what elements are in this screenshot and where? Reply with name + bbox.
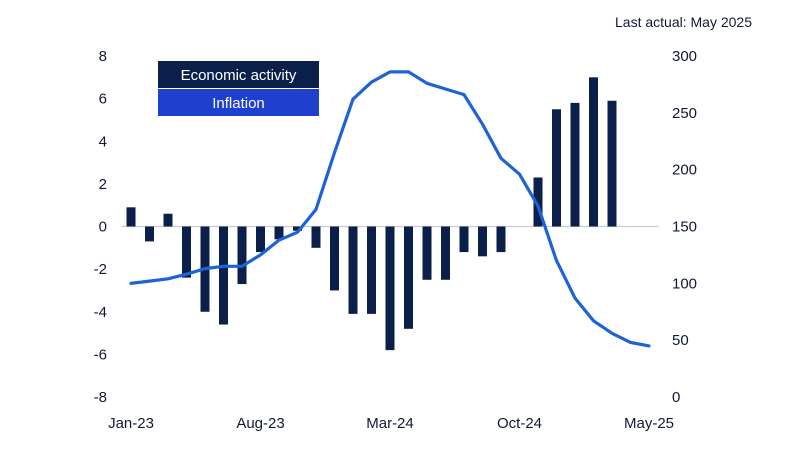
inflation-line <box>129 70 651 348</box>
x-tick-label: Aug-23 <box>236 415 284 432</box>
right-axis-ticks: 0 50 100 150 200 250 300 <box>672 48 697 406</box>
legend-activity-label: Economic activity <box>181 67 297 84</box>
activity-bar-Jun-23 <box>219 226 228 325</box>
left-tick-label: 8 <box>99 48 107 65</box>
left-axis-ticks: -8 -6 -4 -2 0 2 4 6 8 <box>94 48 107 406</box>
left-tick-label: 4 <box>99 133 107 150</box>
right-tick-label: 300 <box>672 48 697 65</box>
activity-bar-Aug-23 <box>256 226 265 253</box>
left-tick-label: 0 <box>99 219 107 236</box>
left-tick-label: -6 <box>94 346 107 363</box>
activity-bar-Jan-23 <box>126 207 136 227</box>
last-actual-note: Last actual: May 2025 <box>615 14 752 30</box>
left-tick-label: 6 <box>99 91 107 108</box>
legend-activity-swatch <box>158 61 319 88</box>
activity-bar-Oct-23 <box>293 226 302 231</box>
right-tick-label: 100 <box>672 275 697 292</box>
activity-bar-Apr-24 <box>404 226 413 329</box>
left-tick-label: 2 <box>99 176 107 193</box>
activity-bar-Feb-24 <box>367 226 376 314</box>
x-tick-label: Mar-24 <box>366 415 414 432</box>
left-tick-label: -4 <box>94 304 107 321</box>
activity-bar-Jan-25 <box>570 102 580 227</box>
inflation-line-group <box>129 70 651 348</box>
right-tick-label: 50 <box>672 332 689 349</box>
activity-bar-Mar-23 <box>163 213 173 227</box>
x-axis-ticks: Jan-23 Aug-23 Mar-24 Oct-24 May-25 <box>108 415 674 432</box>
activity-bar-Dec-23 <box>330 226 339 291</box>
right-tick-label: 150 <box>672 219 697 236</box>
activity-bar-Jan-24 <box>348 226 358 314</box>
legend-inflation-swatch <box>158 89 319 116</box>
activity-bar-May-24 <box>422 226 432 280</box>
activity-bar-Jun-24 <box>441 226 450 280</box>
activity-bar-Feb-25 <box>589 77 598 227</box>
activity-bar-Feb-23 <box>145 226 154 242</box>
left-tick-label: -8 <box>94 389 107 406</box>
right-tick-label: 200 <box>672 162 697 179</box>
activity-bar-Mar-25 <box>607 100 617 227</box>
activity-bar-Dec-24 <box>552 109 561 227</box>
x-tick-label: May-25 <box>624 415 674 432</box>
right-tick-label: 250 <box>672 105 697 122</box>
activity-bar-Sep-24 <box>496 226 506 253</box>
x-tick-label: Jan-23 <box>108 415 154 432</box>
activity-bar-Apr-23 <box>182 226 191 278</box>
legend: Economic activity Inflation <box>158 61 319 116</box>
activity-bar-Aug-24 <box>478 226 487 257</box>
right-tick-label: 0 <box>672 389 680 406</box>
legend-inflation-label: Inflation <box>212 95 265 112</box>
activity-bars <box>126 77 617 351</box>
x-tick-label: Oct-24 <box>497 415 542 432</box>
activity-bar-Mar-24 <box>385 226 395 351</box>
left-tick-label: -2 <box>94 261 107 278</box>
activity-bar-Nov-24 <box>533 177 543 227</box>
activity-bar-Nov-23 <box>311 226 321 248</box>
activity-bar-Jul-24 <box>459 226 469 253</box>
activity-bar-Sep-23 <box>274 226 284 240</box>
activity-bar-Jul-23 <box>237 226 247 285</box>
